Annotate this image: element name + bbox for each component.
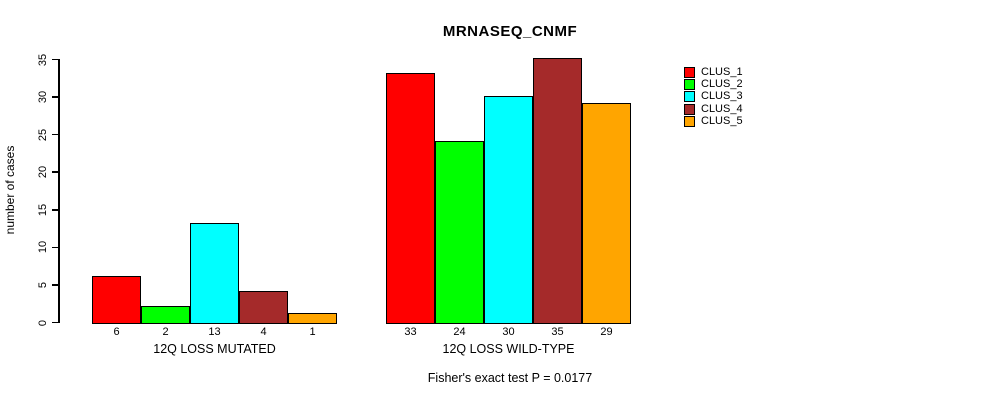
bar-clus_3-group1 xyxy=(190,223,239,324)
y-axis-tick-label: 15 xyxy=(37,203,49,216)
bar-clus_5-group1 xyxy=(288,313,337,324)
chart-title: MRNASEQ_CNMF xyxy=(442,23,578,40)
bar-clus_4-group2 xyxy=(533,58,582,324)
bar-value-label: 2 xyxy=(162,326,169,338)
legend-label: CLUS_1 xyxy=(701,65,743,78)
bar-value-label: 30 xyxy=(502,326,515,338)
x-axis-group-label: 12Q LOSS WILD-TYPE xyxy=(442,342,575,356)
y-axis-tick xyxy=(52,96,58,98)
bar-clus_2-group1 xyxy=(141,305,190,324)
legend-label: CLUS_5 xyxy=(701,115,743,128)
x-axis-group-label: 12Q LOSS MUTATED xyxy=(153,342,276,356)
legend-label: CLUS_3 xyxy=(701,90,743,103)
legend-label: CLUS_2 xyxy=(701,77,743,90)
legend-swatch-clus_1 xyxy=(684,66,695,78)
bar-clus_5-group2 xyxy=(582,103,631,324)
y-axis-tick xyxy=(52,321,58,324)
y-axis-tick xyxy=(52,246,58,249)
bar-value-label: 29 xyxy=(600,326,613,338)
bar-value-label: 33 xyxy=(404,326,417,338)
y-axis-tick xyxy=(52,209,58,211)
legend-swatch-clus_5 xyxy=(684,116,695,128)
bar-clus_1-group2 xyxy=(386,73,435,324)
bar-value-label: 24 xyxy=(453,326,466,338)
y-axis-tick-label: 0 xyxy=(37,319,49,326)
legend-label: CLUS_4 xyxy=(701,102,743,115)
y-axis-tick xyxy=(52,284,58,286)
bar-clus_4-group1 xyxy=(239,290,288,324)
bar-value-label: 13 xyxy=(208,326,221,338)
bar-value-label: 4 xyxy=(260,326,267,338)
bar-clus_3-group2 xyxy=(484,95,533,324)
bar-value-label: 6 xyxy=(113,326,120,338)
legend-swatch-clus_2 xyxy=(684,78,695,90)
y-axis-tick xyxy=(52,58,58,61)
y-axis-tick-label: 35 xyxy=(37,53,49,66)
legend-swatch-clus_4 xyxy=(684,103,695,115)
bar-clus_2-group2 xyxy=(435,140,484,324)
y-axis-tick-label: 10 xyxy=(37,241,49,254)
y-axis-tick xyxy=(52,133,58,136)
y-axis-tick-label: 25 xyxy=(37,128,49,141)
y-axis-line xyxy=(58,59,60,323)
y-axis-title: number of cases xyxy=(3,145,17,235)
legend-swatch-clus_3 xyxy=(684,91,695,103)
y-axis-tick-label: 5 xyxy=(37,281,49,288)
fisher-test-annotation: Fisher's exact test P = 0.0177 xyxy=(427,371,593,385)
bar-value-label: 1 xyxy=(309,326,316,338)
y-axis-tick-label: 30 xyxy=(37,90,49,104)
bar-clus_1-group1 xyxy=(92,275,141,324)
y-axis-tick xyxy=(52,171,58,173)
y-axis-tick-label: 20 xyxy=(37,166,49,179)
bar-value-label: 35 xyxy=(551,326,564,338)
